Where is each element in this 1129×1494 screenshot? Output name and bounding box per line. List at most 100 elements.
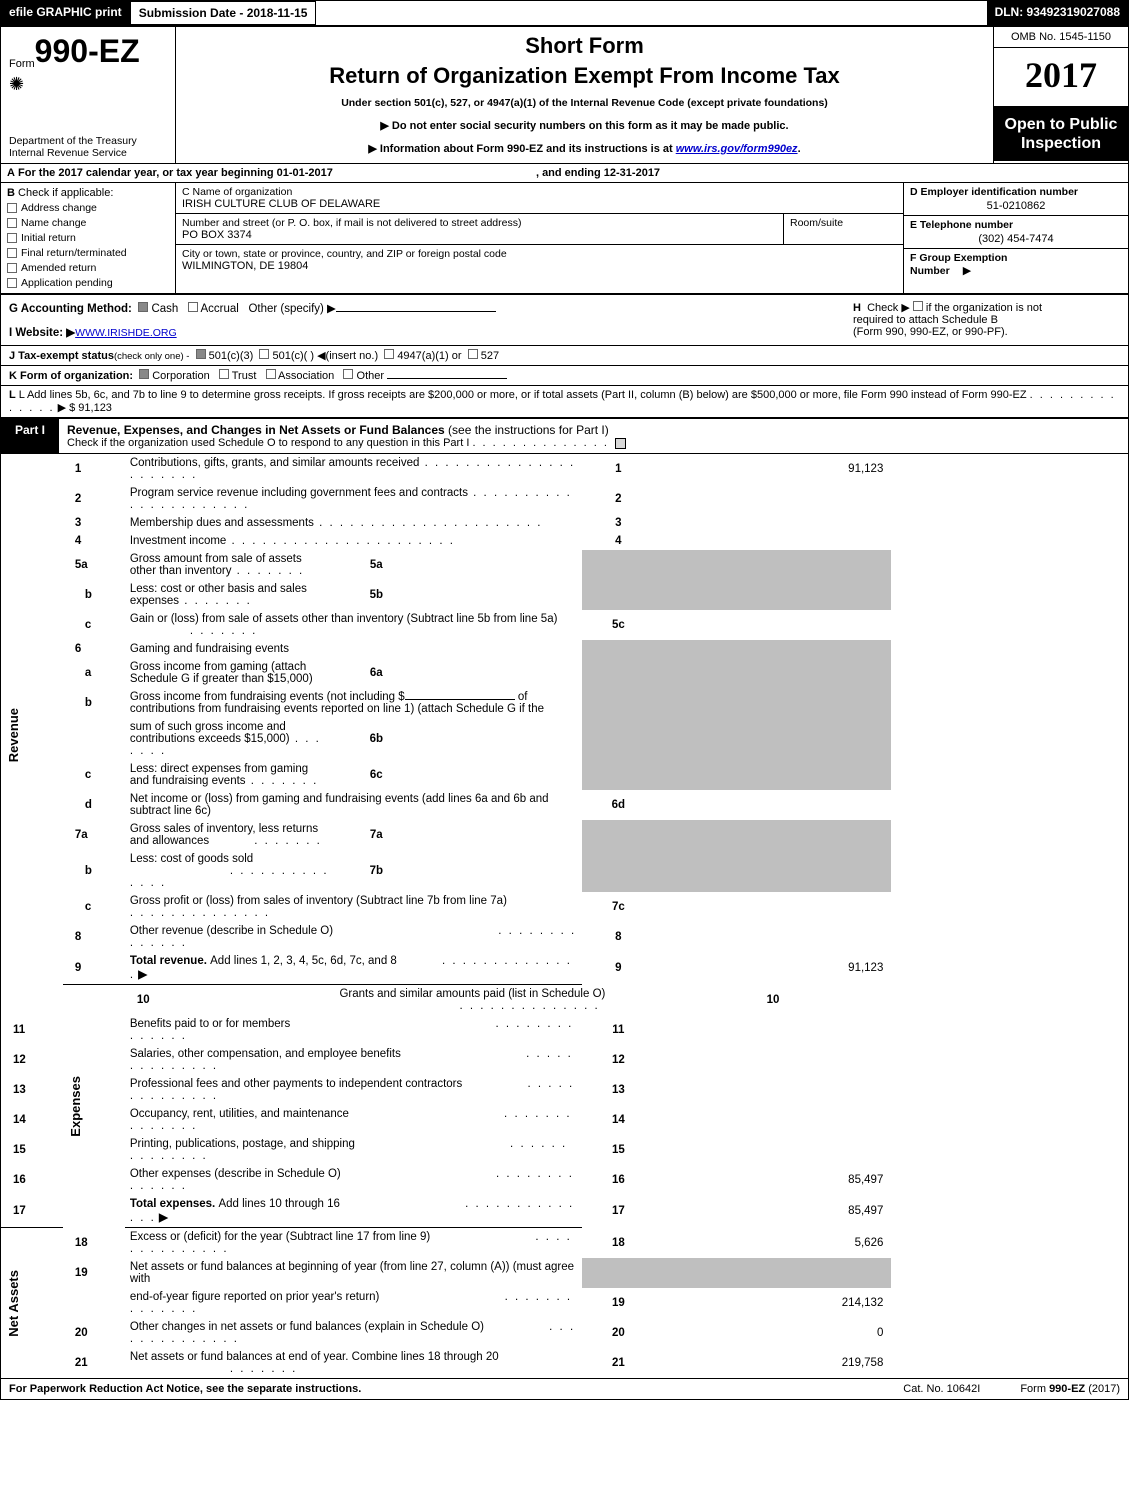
check-application-pending[interactable]: Application pending <box>7 277 169 289</box>
column-c: C Name of organization IRISH CULTURE CLU… <box>176 183 903 293</box>
line-18: Net Assets 18 Excess or (deficit) for th… <box>1 1228 1128 1259</box>
line-19b: end-of-year figure reported on prior yea… <box>1 1288 1128 1318</box>
line-6b-value <box>418 718 582 760</box>
section-b-through-f: B Check if applicable: Address change Na… <box>1 182 1128 293</box>
top-row: efile GRAPHIC print Submission Date - 20… <box>1 1 1128 27</box>
part-i-title: Revenue, Expenses, and Changes in Net As… <box>67 423 445 437</box>
line-12: 12 Salaries, other compensation, and emp… <box>1 1045 1128 1075</box>
line-10-value <box>891 985 1128 1016</box>
line-5a-value <box>418 550 582 580</box>
irs-link[interactable]: www.irs.gov/form990ez <box>676 143 798 155</box>
line-l-text: L Add lines 5b, 6c, and 7b to line 9 to … <box>19 389 1027 401</box>
arrow-icon: ▶ <box>963 265 971 277</box>
checkbox-icon <box>7 203 17 213</box>
column-b-checkboxes: B Check if applicable: Address change Na… <box>1 183 176 293</box>
line-6b-1: b Gross income from fundraising events (… <box>1 688 1128 718</box>
radio-501c3-icon[interactable] <box>196 349 206 359</box>
section-h: H Check ▶ if the organization is not req… <box>845 301 1120 339</box>
checkbox-schedule-b-icon[interactable] <box>913 301 923 311</box>
info-link-line: ▶ Information about Form 990-EZ and its … <box>368 142 800 155</box>
check-initial-return[interactable]: Initial return <box>7 232 169 244</box>
website-link[interactable]: WWW.IRISHDE.ORG <box>75 327 177 339</box>
line-3: 3 Membership dues and assessments 3 <box>1 514 1128 532</box>
omb-number: OMB No. 1545-1150 <box>994 27 1128 48</box>
header-right: OMB No. 1545-1150 2017 Open to Public In… <box>993 27 1128 163</box>
line-8-value <box>655 922 892 952</box>
header-mid: Short Form Return of Organization Exempt… <box>176 27 993 163</box>
line-18-value: 5,626 <box>655 1228 892 1259</box>
line-10: Expenses 10 Grants and similar amounts p… <box>1 985 1128 1016</box>
radio-corporation-icon[interactable] <box>139 369 149 379</box>
room-suite-box: Room/suite <box>783 214 903 244</box>
checkbox-icon <box>7 233 17 243</box>
radio-accrual-icon[interactable] <box>188 302 198 312</box>
line-2-value <box>655 484 892 514</box>
other-org-input[interactable] <box>387 378 507 379</box>
line-6c: c Less: direct expenses from gaming and … <box>1 760 1128 790</box>
arrow-icon: ▶ <box>58 402 66 414</box>
line-11: 11 Benefits paid to or for members 11 <box>1 1015 1128 1045</box>
radio-cash-icon[interactable] <box>138 302 148 312</box>
under-section-text: Under section 501(c), 527, or 4947(a)(1)… <box>341 97 828 109</box>
radio-527-icon[interactable] <box>468 349 478 359</box>
submission-date: Submission Date - 2018-11-15 <box>130 1 317 25</box>
accounting-method: G Accounting Method: Cash Accrual Other … <box>9 301 845 315</box>
line-14: 14 Occupancy, rent, utilities, and maint… <box>1 1105 1128 1135</box>
short-form-title: Short Form <box>525 33 644 59</box>
line-5c-value <box>655 610 892 640</box>
street-box: Number and street (or P. O. box, if mail… <box>176 214 783 244</box>
line-20-value: 0 <box>655 1318 892 1348</box>
header-left: Form 990-EZ ✺ Department of the Treasury… <box>1 27 176 163</box>
line-16-value: 85,497 <box>655 1165 892 1195</box>
tax-year-end: , and ending 12-31-2017 <box>536 167 660 179</box>
line-15: 15 Printing, publications, postage, and … <box>1 1135 1128 1165</box>
form-prefix: Form <box>9 58 35 70</box>
form-header: Form 990-EZ ✺ Department of the Treasury… <box>1 27 1128 163</box>
other-specify-input[interactable] <box>336 311 496 312</box>
tax-year: 2017 <box>994 48 1128 107</box>
dln-badge: DLN: 93492319027088 <box>987 1 1128 25</box>
tax-year-begin: For the 2017 calendar year, or tax year … <box>18 167 333 179</box>
part-i-table: Revenue 1 Contributions, gifts, grants, … <box>1 454 1128 1378</box>
telephone-box: E Telephone number (302) 454-7474 <box>904 216 1128 249</box>
line-11-value <box>655 1015 892 1045</box>
check-address-change[interactable]: Address change <box>7 202 169 214</box>
row-a: A For the 2017 calendar year, or tax yea… <box>1 163 1128 182</box>
return-title: Return of Organization Exempt From Incom… <box>329 63 840 89</box>
radio-4947-icon[interactable] <box>384 349 394 359</box>
radio-other-icon[interactable] <box>343 369 353 379</box>
line-1: Revenue 1 Contributions, gifts, grants, … <box>1 454 1128 484</box>
street-address: PO BOX 3374 <box>182 229 777 241</box>
page-footer: For Paperwork Reduction Act Notice, see … <box>1 1378 1128 1399</box>
line-19-value: 214,132 <box>655 1288 892 1318</box>
group-exemption-box: F Group Exemption Number ▶ <box>904 249 1128 280</box>
check-name-change[interactable]: Name change <box>7 217 169 229</box>
line-9: 9 Total revenue. Add lines 1, 2, 3, 4, 5… <box>1 952 1128 985</box>
ein-box: D Employer identification number 51-0210… <box>904 183 1128 216</box>
fundraising-amount-input[interactable] <box>405 699 515 700</box>
checkbox-icon <box>7 278 17 288</box>
checkbox-icon <box>7 218 17 228</box>
line-4-value <box>655 532 892 550</box>
telephone-value: (302) 454-7474 <box>910 233 1122 245</box>
city-box: City or town, state or province, country… <box>176 245 903 275</box>
radio-association-icon[interactable] <box>266 369 276 379</box>
section-g-h-i: G Accounting Method: Cash Accrual Other … <box>1 293 1128 345</box>
arrow-icon: ▶ <box>159 1212 168 1224</box>
row-k: K Form of organization: Corporation Trus… <box>1 365 1128 385</box>
line-7c: c Gross profit or (loss) from sales of i… <box>1 892 1128 922</box>
line-6a-value <box>418 658 582 688</box>
org-name-box: C Name of organization IRISH CULTURE CLU… <box>176 183 903 213</box>
form-990ez-page: efile GRAPHIC print Submission Date - 20… <box>0 0 1129 1400</box>
line-6b-2: sum of such gross income and contributio… <box>1 718 1128 760</box>
line-12-value <box>655 1045 892 1075</box>
radio-501c-icon[interactable] <box>259 349 269 359</box>
radio-trust-icon[interactable] <box>219 369 229 379</box>
ssn-warning: ▶ Do not enter social security numbers o… <box>380 119 788 132</box>
line-7b: b Less: cost of goods sold 7b <box>1 850 1128 892</box>
checkbox-schedule-o-icon[interactable] <box>615 438 626 449</box>
line-13: 13 Professional fees and other payments … <box>1 1075 1128 1105</box>
line-14-value <box>655 1105 892 1135</box>
check-final-return[interactable]: Final return/terminated <box>7 247 169 259</box>
check-amended-return[interactable]: Amended return <box>7 262 169 274</box>
